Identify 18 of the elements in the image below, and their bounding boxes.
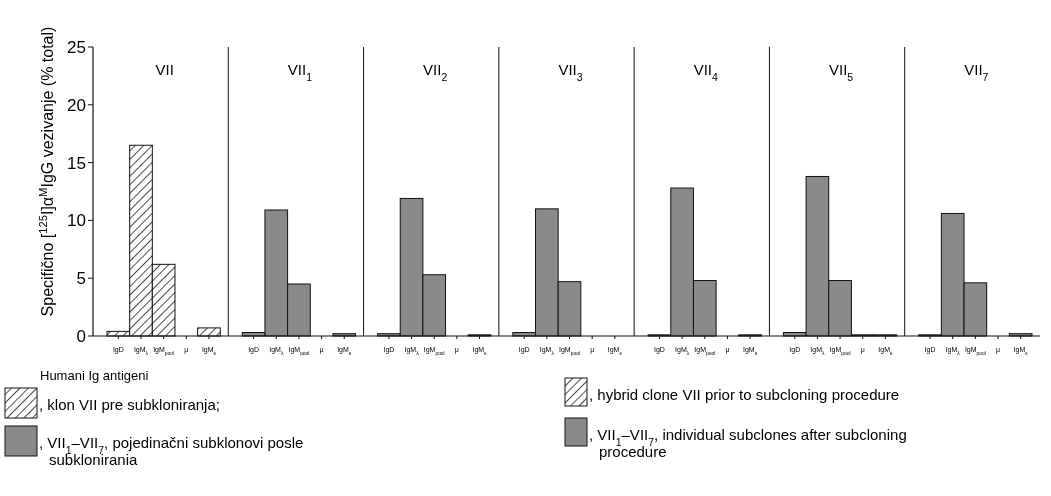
x-axis-title: Humani Ig antigeni	[40, 368, 149, 383]
text: VII$_{3}$	[558, 61, 583, 83]
y-tick-label: 20	[67, 95, 86, 115]
y-tick-label: 0	[76, 326, 86, 346]
text: VII$_{4}$	[693, 61, 719, 83]
text: , hybrid clone VII prior to subcloning procedure	[589, 386, 900, 403]
text: VII$_{1}$	[287, 61, 313, 83]
text: VII	[155, 61, 174, 78]
text: VII$_{7}$	[964, 61, 989, 83]
text: , VII$_{1}$–VII$_{7}$, individual subclones after subcloning procedure	[589, 426, 907, 460]
y-tick-label: 5	[76, 269, 86, 289]
y-tick-label: 10	[67, 211, 86, 231]
y-tick-label: 25	[67, 37, 86, 57]
text: VII$_{2}$	[423, 61, 448, 83]
text: , VII$_{1}$–VII$_{7}$, pojedinačni subklonovi posle subklonirania	[39, 434, 304, 468]
y-tick-label: 15	[67, 153, 86, 173]
text: , klon VII pre subkloniranja;	[39, 396, 220, 413]
text: VII$_{5}$	[828, 61, 854, 83]
